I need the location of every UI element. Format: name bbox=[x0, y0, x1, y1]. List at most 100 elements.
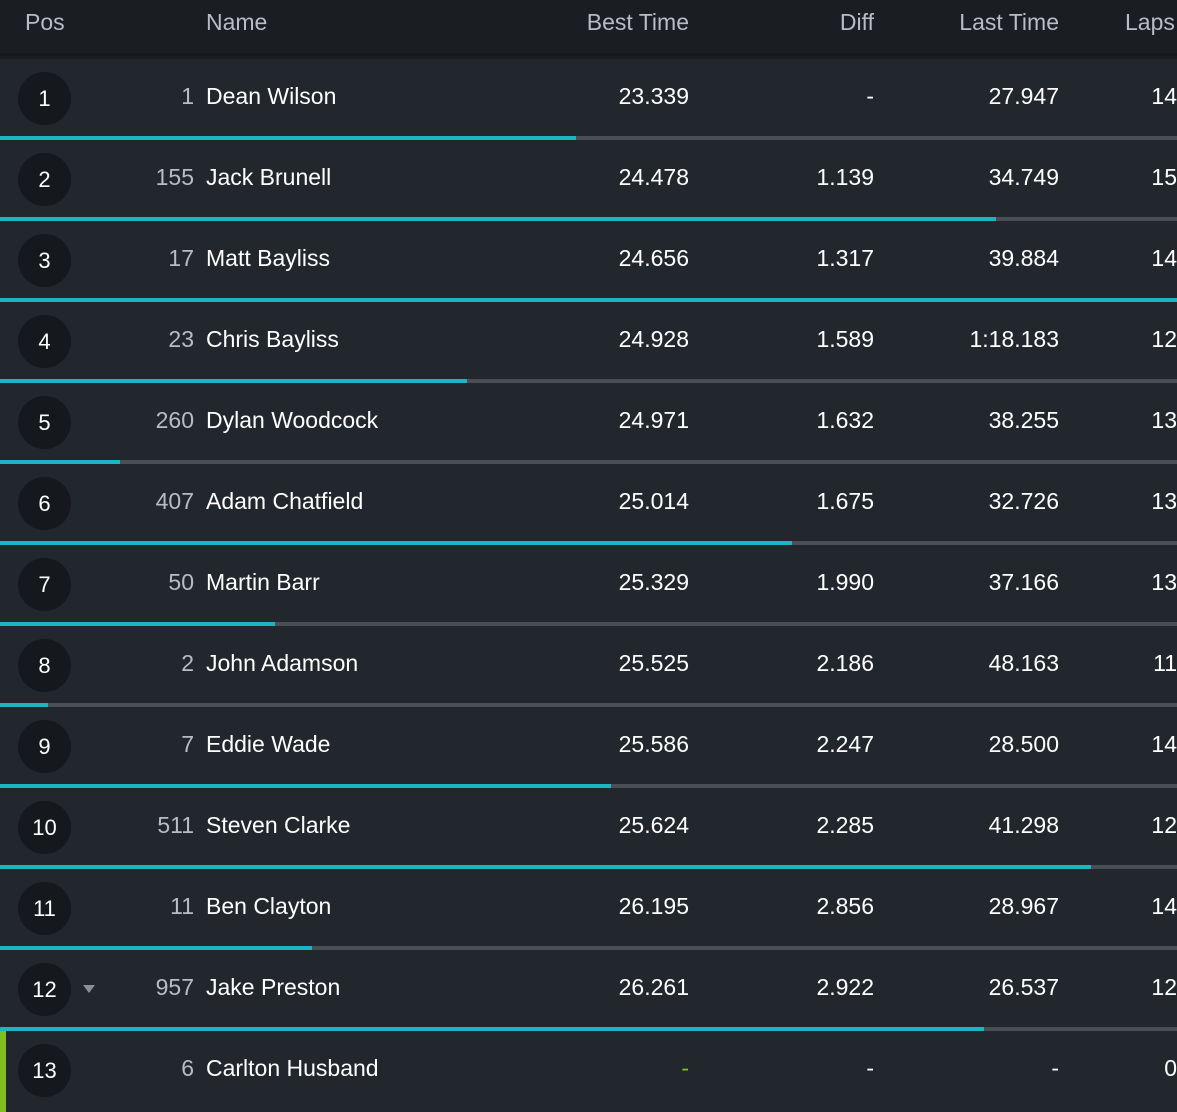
position-badge: 3 bbox=[18, 234, 71, 287]
last-time: 34.749 bbox=[988, 164, 1059, 190]
table-row[interactable]: 5 260 Dylan Woodcock 24.971 1.632 38.255 13 bbox=[0, 383, 1177, 464]
table-row[interactable]: 10 511 Steven Clarke 25.624 2.285 41.298 12 bbox=[0, 788, 1177, 869]
best-time: 26.195 bbox=[618, 893, 689, 919]
lap-progress-fill bbox=[0, 784, 611, 788]
rider-number: 7 bbox=[181, 731, 194, 757]
lap-progress-fill bbox=[0, 217, 996, 221]
last-time: 41.298 bbox=[988, 812, 1059, 838]
position-badge: 13 bbox=[18, 1044, 71, 1097]
table-row[interactable]: 1 1 Dean Wilson 23.339 - 27.947 14 bbox=[0, 59, 1177, 140]
position-badge: 12 bbox=[18, 963, 71, 1016]
lap-progress-bar bbox=[0, 1027, 1177, 1031]
table-row[interactable]: 7 50 Martin Barr 25.329 1.990 37.166 13 bbox=[0, 545, 1177, 626]
lap-progress-bar bbox=[0, 703, 1177, 707]
diff-time: 1.317 bbox=[816, 245, 874, 271]
table-row[interactable]: 2 155 Jack Brunell 24.478 1.139 34.749 15 bbox=[0, 140, 1177, 221]
last-time: 38.255 bbox=[988, 407, 1059, 433]
position-badge: 2 bbox=[18, 153, 71, 206]
laps-count: 15 bbox=[1151, 164, 1177, 190]
best-time: - bbox=[681, 1055, 689, 1081]
last-time: 26.537 bbox=[988, 974, 1059, 1000]
rider-name: Adam Chatfield bbox=[206, 488, 364, 514]
best-time: 24.478 bbox=[618, 164, 689, 190]
rider-number: 407 bbox=[155, 488, 194, 514]
laps-count: 13 bbox=[1151, 407, 1177, 433]
rider-number: 511 bbox=[157, 812, 194, 838]
table-row[interactable]: 12 957 Jake Preston 26.261 2.922 26.537 12 bbox=[0, 950, 1177, 1031]
position-badge: 5 bbox=[18, 396, 71, 449]
header-pos[interactable]: Pos bbox=[25, 9, 65, 35]
header-diff[interactable]: Diff bbox=[839, 9, 874, 35]
lap-progress-fill bbox=[0, 136, 576, 140]
lap-progress-bar bbox=[0, 379, 1177, 383]
rider-name: Martin Barr bbox=[206, 569, 320, 595]
rider-name: Dylan Woodcock bbox=[206, 407, 379, 433]
laps-count: 14 bbox=[1151, 731, 1177, 757]
rider-number: 6 bbox=[181, 1055, 194, 1081]
position-badge: 4 bbox=[18, 315, 71, 368]
lap-progress-bar bbox=[0, 622, 1177, 626]
table-row[interactable]: 11 11 Ben Clayton 26.195 2.856 28.967 14 bbox=[0, 869, 1177, 950]
rider-name: Eddie Wade bbox=[206, 731, 331, 757]
best-time: 24.656 bbox=[618, 245, 689, 271]
table-row[interactable]: 4 23 Chris Bayliss 24.928 1.589 1:18.183 12 bbox=[0, 302, 1177, 383]
table-row[interactable]: 3 17 Matt Bayliss 24.656 1.317 39.884 14 bbox=[0, 221, 1177, 302]
laps-count: 13 bbox=[1151, 569, 1177, 595]
header-laps[interactable]: Laps bbox=[1125, 9, 1175, 35]
lap-progress-bar bbox=[0, 217, 1177, 221]
header-best-time[interactable]: Best Time bbox=[586, 9, 689, 35]
rider-name: Carlton Husband bbox=[206, 1055, 379, 1081]
table-row[interactable]: 13 6 Carlton Husband - - - 0 bbox=[0, 1031, 1177, 1112]
rider-number: 155 bbox=[155, 164, 194, 190]
lap-progress-fill bbox=[0, 1027, 984, 1031]
diff-time: 2.285 bbox=[816, 812, 874, 838]
lap-progress-bar bbox=[0, 136, 1177, 140]
rider-name: Dean Wilson bbox=[206, 83, 337, 109]
lap-progress-fill bbox=[0, 298, 1177, 302]
lap-progress-fill bbox=[0, 622, 276, 626]
header-last-time[interactable]: Last Time bbox=[959, 9, 1059, 35]
diff-time: 1.675 bbox=[816, 488, 874, 514]
rider-number: 1 bbox=[181, 83, 194, 109]
diff-time: 1.589 bbox=[816, 326, 874, 352]
diff-time: 1.139 bbox=[816, 164, 874, 190]
lap-progress-fill bbox=[0, 541, 793, 545]
laps-count: 12 bbox=[1151, 326, 1177, 352]
laps-count: 0 bbox=[1164, 1055, 1177, 1081]
last-time: 37.166 bbox=[988, 569, 1059, 595]
last-time: 28.500 bbox=[988, 731, 1059, 757]
laps-count: 14 bbox=[1151, 245, 1177, 271]
last-time: 48.163 bbox=[988, 650, 1059, 676]
lap-progress-bar bbox=[0, 298, 1177, 302]
table-row[interactable]: 8 2 John Adamson 25.525 2.186 48.163 11 bbox=[0, 626, 1177, 707]
rider-name: Steven Clarke bbox=[206, 812, 351, 838]
laps-count: 12 bbox=[1151, 812, 1177, 838]
rider-name: Matt Bayliss bbox=[206, 245, 330, 271]
chevron-down-icon[interactable] bbox=[83, 985, 95, 993]
position-badge: 6 bbox=[18, 477, 71, 530]
laps-count: 12 bbox=[1151, 974, 1177, 1000]
position-badge: 11 bbox=[18, 882, 71, 935]
rider-number: 11 bbox=[170, 893, 194, 919]
last-time: 39.884 bbox=[988, 245, 1059, 271]
lap-progress-fill bbox=[0, 703, 49, 707]
best-time: 25.525 bbox=[618, 650, 689, 676]
rider-number: 957 bbox=[155, 974, 194, 1000]
rider-name: Chris Bayliss bbox=[206, 326, 339, 352]
rider-name: Ben Clayton bbox=[206, 893, 332, 919]
diff-time: 1.990 bbox=[816, 569, 874, 595]
diff-time: 2.186 bbox=[816, 650, 874, 676]
table-row[interactable]: 6 407 Adam Chatfield 25.014 1.675 32.726 13 bbox=[0, 464, 1177, 545]
rider-number: 2 bbox=[181, 650, 194, 676]
lap-progress-fill bbox=[0, 460, 121, 464]
laps-count: 14 bbox=[1151, 83, 1177, 109]
header-name[interactable]: Name bbox=[206, 9, 268, 35]
rider-number: 23 bbox=[168, 326, 194, 352]
last-time: 1:18.183 bbox=[969, 326, 1059, 352]
lap-progress-bar bbox=[0, 865, 1177, 869]
best-time: 23.339 bbox=[618, 83, 689, 109]
rider-name: John Adamson bbox=[206, 650, 359, 676]
table-row[interactable]: 9 7 Eddie Wade 25.586 2.247 28.500 14 bbox=[0, 707, 1177, 788]
position-badge: 10 bbox=[18, 801, 71, 854]
laps-count: 11 bbox=[1153, 650, 1177, 676]
